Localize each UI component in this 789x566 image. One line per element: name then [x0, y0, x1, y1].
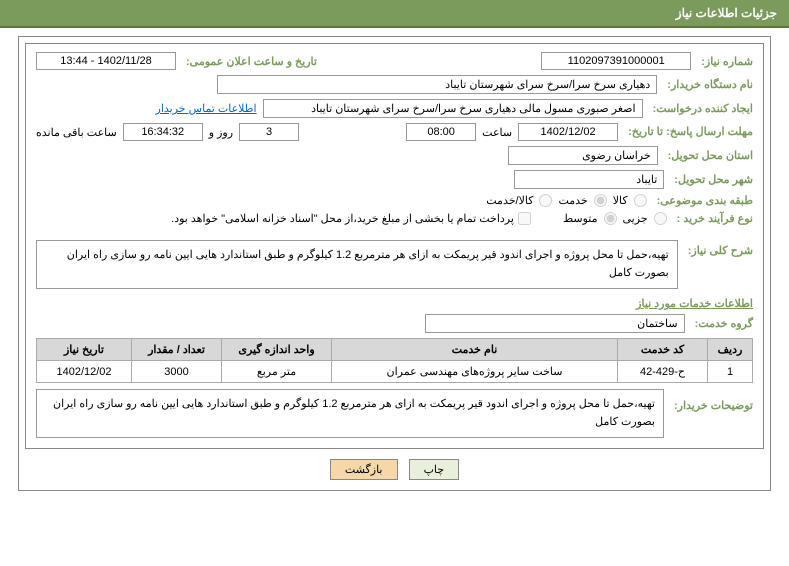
- back-button[interactable]: بازگشت: [330, 459, 398, 480]
- print-button[interactable]: چاپ: [409, 459, 460, 480]
- th-qty: تعداد / مقدار: [132, 339, 222, 361]
- cell-name: ساخت سایر پروژه‌های مهندسی عمران: [332, 361, 618, 383]
- th-row: ردیف: [708, 339, 753, 361]
- button-bar: چاپ بازگشت: [25, 459, 764, 480]
- city-value: تایباد: [514, 170, 664, 189]
- need-number-value: 1102097391000001: [541, 52, 691, 70]
- cell-qty: 3000: [132, 361, 222, 383]
- service-group-label: گروه خدمت:: [691, 317, 753, 330]
- overview-label: شرح کلی نیاز:: [684, 238, 753, 257]
- time-label: ساعت: [482, 126, 512, 139]
- remain-label: ساعت باقی مانده: [36, 126, 117, 139]
- requester-label: ایجاد کننده درخواست:: [649, 102, 753, 115]
- buy-type-label: نوع فرآیند خرید :: [673, 212, 753, 225]
- requester-value: اصغر صبوری مسول مالی دهیاری سرخ سرا/سرخ …: [263, 99, 643, 118]
- announce-value: 1402/11/28 - 13:44: [36, 52, 176, 70]
- deadline-time: 08:00: [406, 123, 476, 141]
- header-title: جزئیات اطلاعات نیاز: [676, 6, 777, 20]
- panel-header: جزئیات اطلاعات نیاز: [0, 0, 789, 28]
- days-remain: 3: [239, 123, 299, 141]
- buyer-notes-label: توضیحات خریدار:: [670, 387, 753, 412]
- buyer-notes-text: تهیه،حمل تا محل پروژه و اجرای اندود قیر …: [36, 389, 664, 438]
- cat-goods-radio[interactable]: کالا: [613, 194, 647, 207]
- announce-label: تاریخ و ساعت اعلان عمومی:: [182, 55, 317, 68]
- th-code: کد خدمت: [618, 339, 708, 361]
- service-group-value: ساختمان: [425, 314, 685, 333]
- deadline-date: 1402/12/02: [518, 123, 618, 141]
- category-label: طبقه بندی موضوعی:: [653, 194, 753, 207]
- buy-medium-radio[interactable]: متوسط: [563, 212, 617, 225]
- city-label: شهر محل تحویل:: [670, 173, 753, 186]
- days-label: روز و: [209, 126, 233, 139]
- cell-code: ح-429-42: [618, 361, 708, 383]
- cell-unit: متر مربع: [222, 361, 332, 383]
- province-label: استان محل تحویل:: [664, 149, 753, 162]
- deadline-label: مهلت ارسال پاسخ: تا تاریخ:: [624, 125, 753, 139]
- outer-panel: شماره نیاز: 1102097391000001 تاریخ و ساع…: [18, 36, 771, 491]
- need-number-label: شماره نیاز:: [697, 55, 753, 68]
- province-value: خراسان رضوی: [508, 146, 658, 165]
- cell-row: 1: [708, 361, 753, 383]
- contact-link[interactable]: اطلاعات تماس خریدار: [156, 102, 257, 115]
- buy-partial-radio[interactable]: جزیی: [623, 212, 667, 225]
- th-unit: واحد اندازه گیری: [222, 339, 332, 361]
- table-row: 1 ح-429-42 ساخت سایر پروژه‌های مهندسی عم…: [37, 361, 753, 383]
- cat-service-radio[interactable]: خدمت: [558, 194, 606, 207]
- buyer-org-value: دهیاری سرخ سرا/سرخ سرای شهرستان تایباد: [217, 75, 657, 94]
- th-name: نام خدمت: [332, 339, 618, 361]
- buyer-org-label: نام دستگاه خریدار:: [663, 78, 753, 91]
- hours-remain: 16:34:32: [123, 123, 203, 141]
- services-title: اطلاعات خدمات مورد نیاز: [36, 297, 753, 310]
- overview-text: تهیه،حمل تا محل پروژه و اجرای اندود قیر …: [36, 240, 678, 289]
- th-date: تاریخ نیاز: [37, 339, 132, 361]
- payment-checkbox[interactable]: پرداخت تمام یا بخشی از مبلغ خرید،از محل …: [171, 212, 531, 225]
- inner-panel: شماره نیاز: 1102097391000001 تاریخ و ساع…: [25, 43, 764, 449]
- services-table: ردیف کد خدمت نام خدمت واحد اندازه گیری ت…: [36, 338, 753, 383]
- cat-goods-service-radio[interactable]: کالا/خدمت: [486, 194, 552, 207]
- cell-date: 1402/12/02: [37, 361, 132, 383]
